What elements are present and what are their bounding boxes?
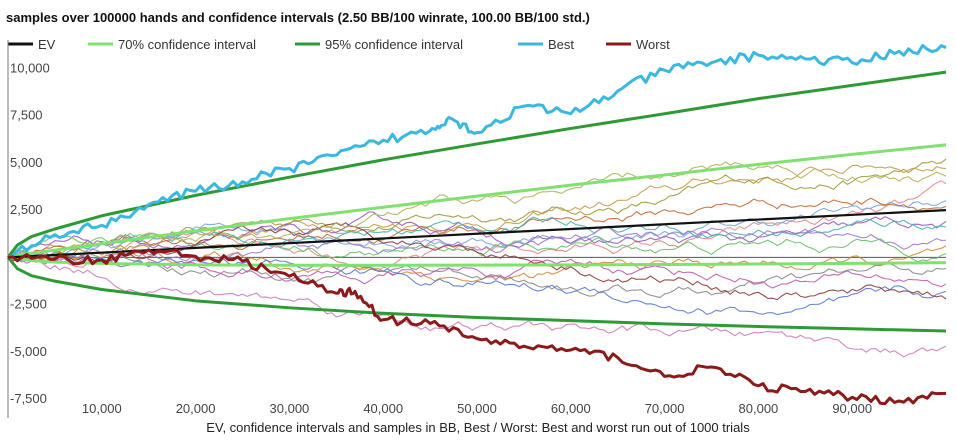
- x-tick-label: 90,000: [832, 401, 872, 416]
- y-tick-label: 7,500: [10, 108, 43, 123]
- y-tick-label: -7,500: [10, 391, 47, 406]
- sample-run-line: [7, 256, 947, 358]
- ci95-upper-line: [6, 70, 947, 259]
- worst-line: [7, 248, 947, 406]
- x-tick-label: 10,000: [82, 401, 122, 416]
- ci70-upper-line: [7, 143, 947, 259]
- ci95-lower-line: [6, 256, 947, 333]
- y-tick-label: 10,000: [10, 60, 50, 75]
- sample-run-line: [7, 252, 947, 316]
- chart-title: samples over 100000 hands and confidence…: [6, 10, 590, 25]
- y-tick-label: 5,000: [10, 155, 43, 170]
- ev-line: [7, 209, 947, 259]
- sample-run-line: [7, 222, 947, 301]
- legend-label: Best: [548, 37, 574, 52]
- plot-area: [6, 40, 947, 418]
- legend-label: 95% confidence interval: [325, 37, 463, 52]
- legend: EV 70% confidence interval 95% confidence …: [8, 37, 670, 52]
- best-line: [7, 43, 947, 259]
- x-tick-label: 70,000: [645, 401, 685, 416]
- legend-label: EV: [38, 37, 56, 52]
- sample-run-line: [7, 251, 947, 289]
- x-axis: 10,000 20,000 30,000 40,000 50,000 60,000 70,0…: [82, 401, 872, 416]
- legend-label: Worst: [636, 37, 670, 52]
- x-tick-label: 30,000: [270, 401, 310, 416]
- x-tick-label: 60,000: [551, 401, 591, 416]
- y-tick-label: -2,500: [10, 297, 47, 312]
- sample-run-line: [7, 251, 947, 299]
- x-tick-label: 50,000: [457, 401, 497, 416]
- legend-label: 70% confidence interval: [118, 37, 256, 52]
- x-axis-label: EV, confidence intervals and samples in …: [206, 420, 750, 435]
- x-tick-label: 80,000: [739, 401, 779, 416]
- sample-run-line: [7, 211, 947, 258]
- sample-run-line: [7, 244, 947, 283]
- x-tick-label: 20,000: [176, 401, 216, 416]
- sample-run-line: [7, 161, 947, 261]
- y-tick-label: -5,000: [10, 344, 47, 359]
- y-axis: 10,000 7,500 5,000 2,500 -2,500 -5,000 -7,500: [10, 60, 50, 406]
- x-tick-label: 40,000: [363, 401, 403, 416]
- ci70-lower-line: [7, 255, 947, 267]
- y-tick-label: 2,500: [10, 202, 43, 217]
